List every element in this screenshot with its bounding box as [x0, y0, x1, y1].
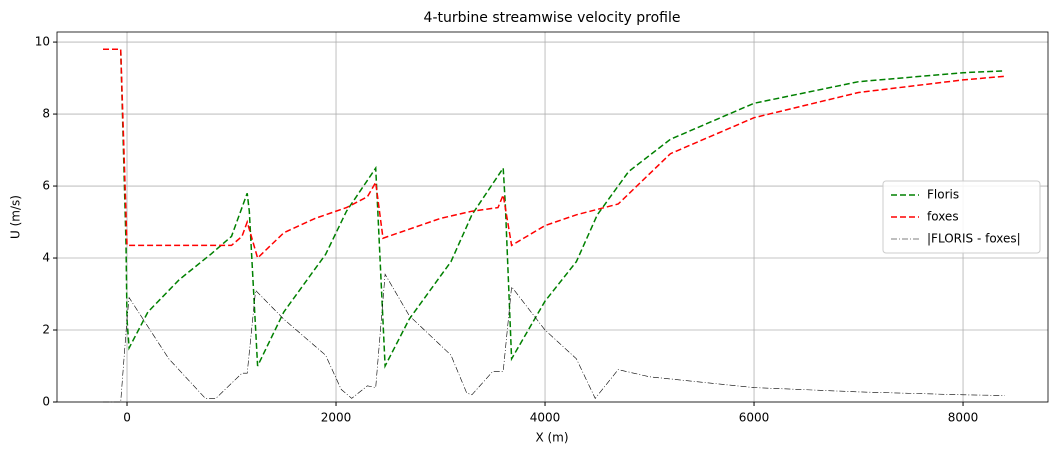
y-tick-label: 2	[42, 323, 50, 337]
y-tick-label: 8	[42, 107, 50, 121]
legend: Floris foxes |FLORIS - foxes|	[882, 180, 1041, 254]
y-tick-label: 6	[42, 179, 50, 193]
line-series	[103, 48, 1005, 369]
y-tick-label: 4	[42, 251, 50, 265]
y-tick-label: 0	[42, 395, 50, 409]
x-tick-label: 0	[123, 411, 131, 425]
x-axis-label: X (m)	[535, 431, 568, 445]
plot-frame	[56, 31, 1049, 403]
y-axis-label: U (m/s)	[9, 195, 23, 239]
y-tick-label: 10	[35, 35, 50, 49]
legend-box	[882, 180, 1041, 254]
x-tick-label: 4000	[530, 411, 561, 425]
x-tick-label: 2000	[321, 411, 352, 425]
legend-label: Floris	[927, 188, 959, 202]
line-series	[103, 273, 1005, 403]
legend-label: foxes	[927, 210, 959, 224]
line-series	[103, 48, 1005, 260]
x-tick-label: 6000	[739, 411, 770, 425]
x-tick-label: 8000	[948, 411, 979, 425]
legend-label: |FLORIS - foxes|	[927, 232, 1021, 246]
chart-title: 4-turbine streamwise velocity profile	[424, 10, 681, 26]
